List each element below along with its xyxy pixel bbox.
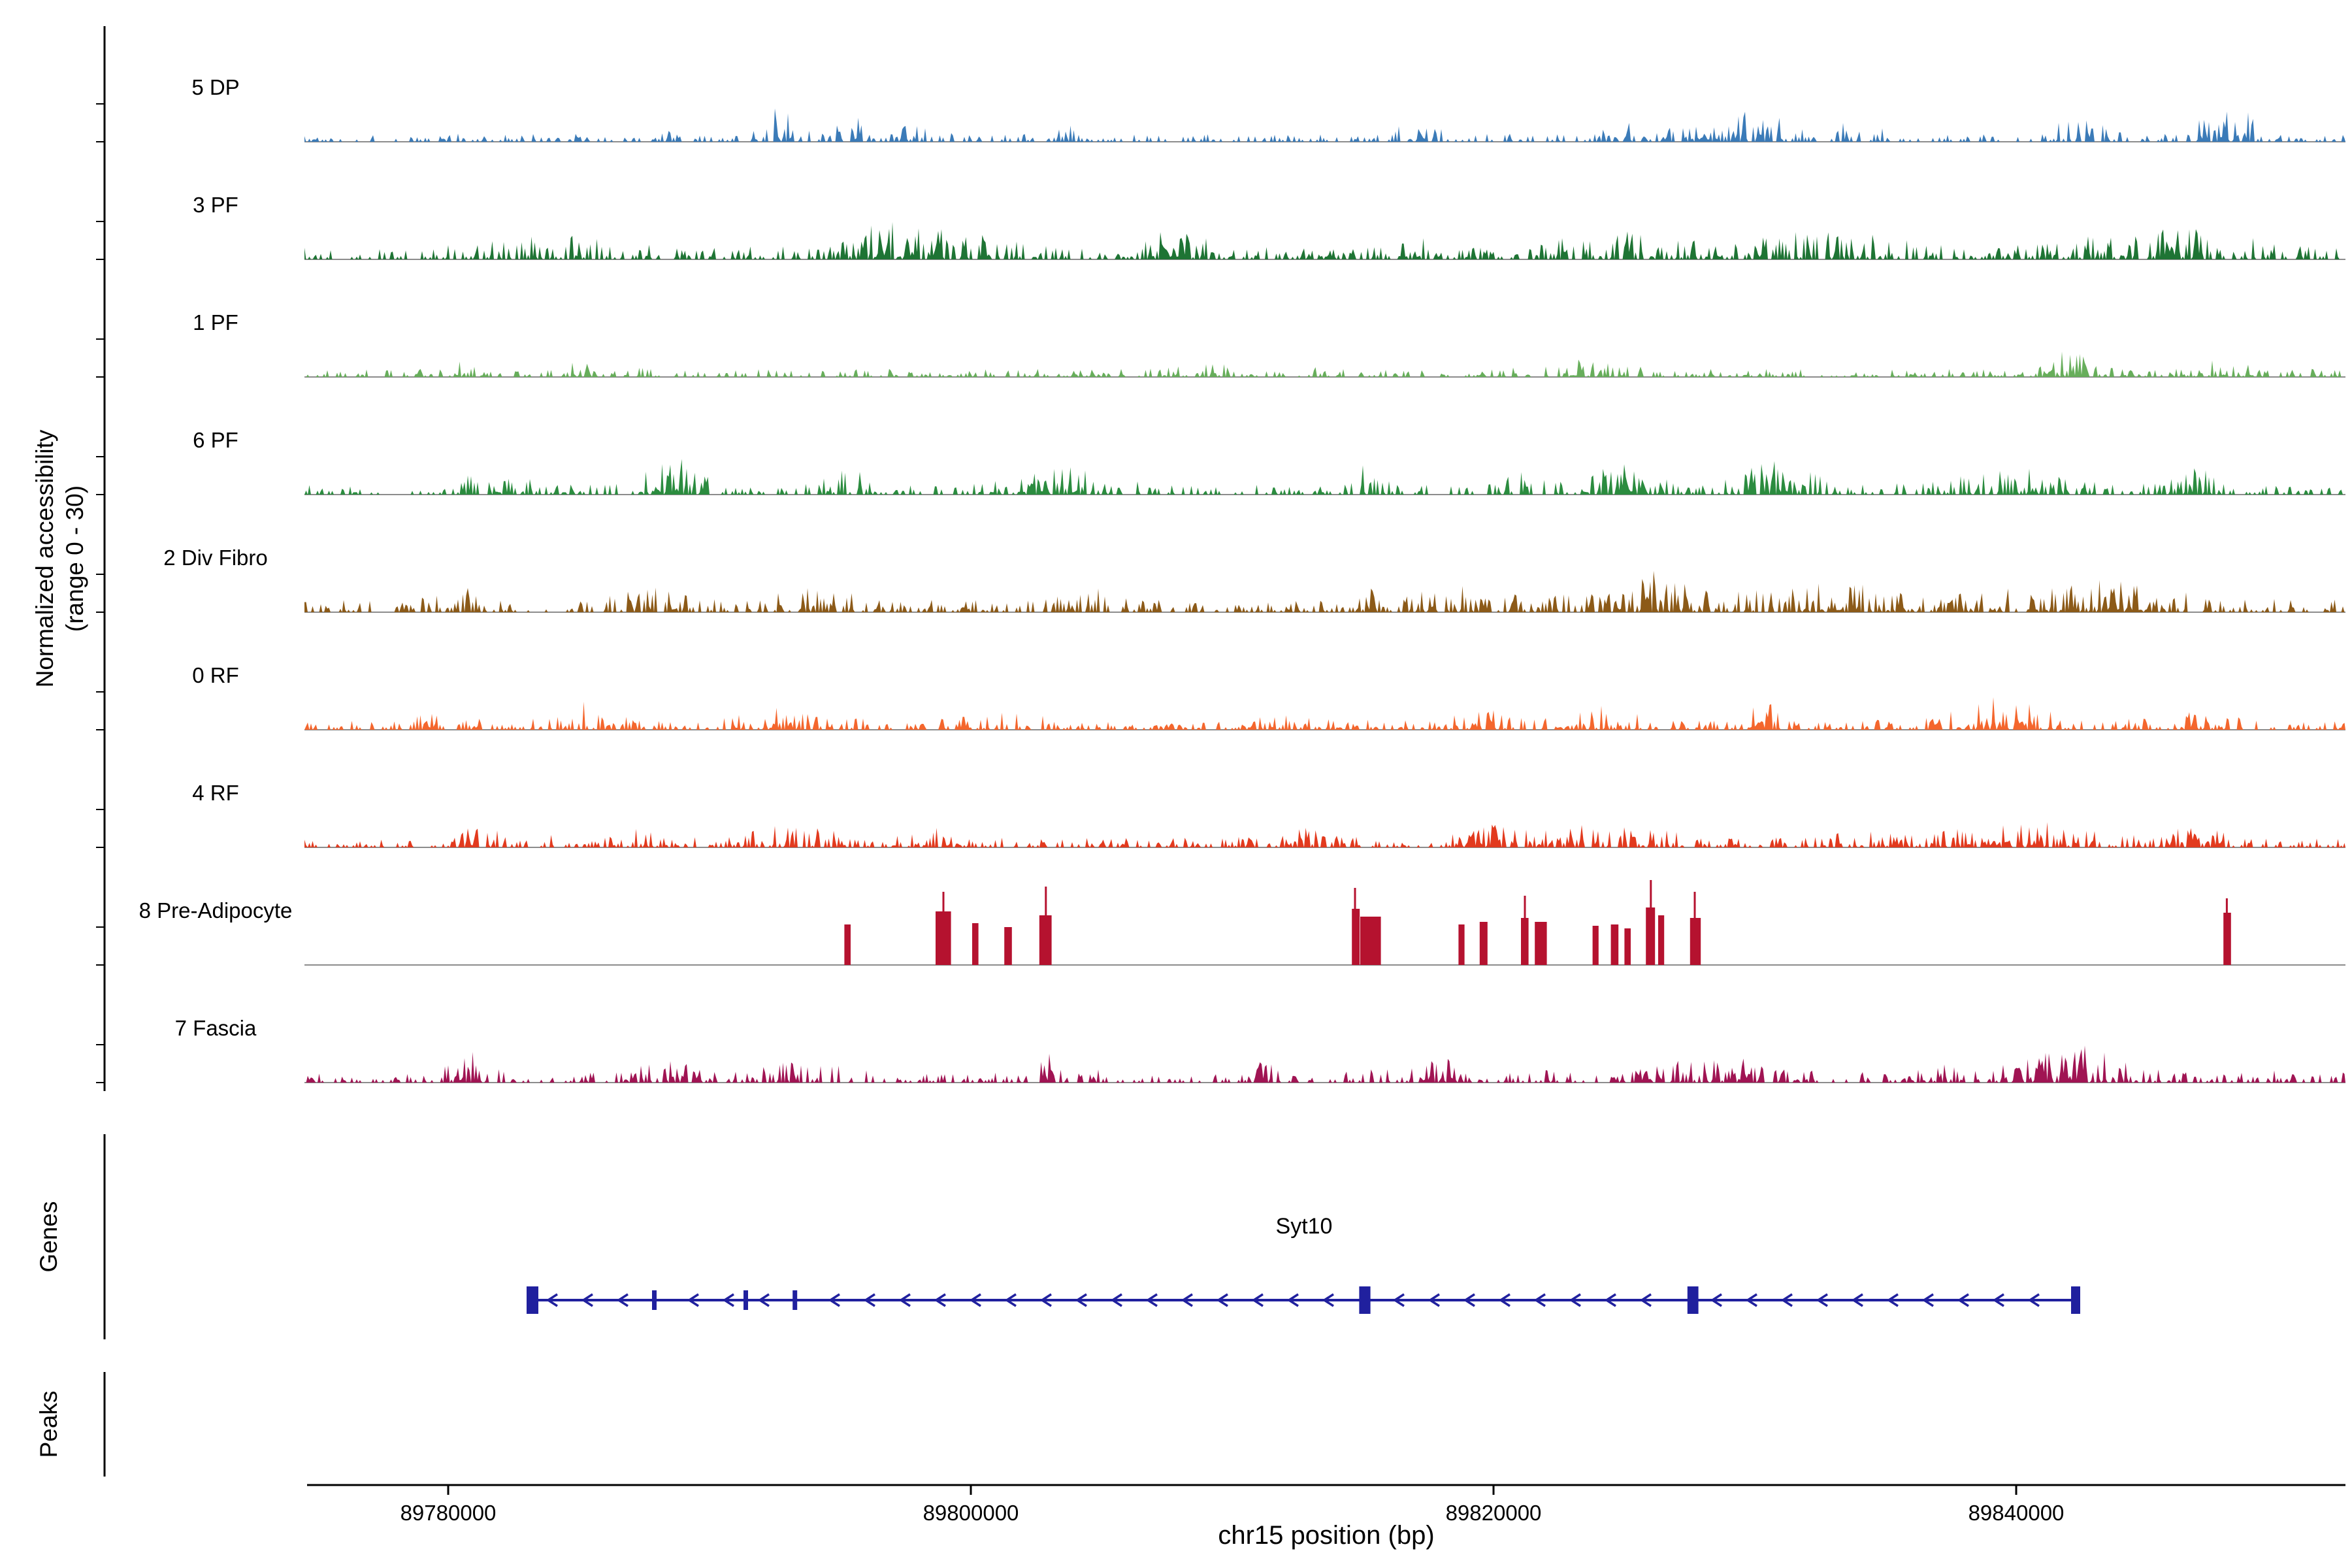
track-label-8-pre-adipocyte: 8 Pre-Adipocyte: [139, 898, 293, 923]
gene-strand-arrow: [934, 1293, 946, 1307]
x-tick-label: 89820000: [1445, 1501, 1542, 1525]
signal-track-1: [304, 221, 2345, 259]
track-label-4-rf: 4 RF: [192, 781, 239, 805]
track-label-2-div-fibro: 2 Div Fibro: [163, 546, 268, 570]
gene-exon: [1687, 1286, 1699, 1314]
gene-strand-arrow: [2027, 1293, 2040, 1307]
gene-exon: [792, 1290, 798, 1310]
peak-block: [1004, 927, 1012, 965]
gene-strand-arrow: [581, 1293, 593, 1307]
track-label-3-pf: 3 PF: [193, 193, 238, 217]
gene-strand-arrow: [1428, 1293, 1440, 1307]
gene-strand-arrow: [1639, 1293, 1652, 1307]
genes-section-label: Genes: [35, 1201, 62, 1273]
track-label-0-rf: 0 RF: [192, 663, 239, 687]
gene-strand-arrow: [1710, 1293, 1722, 1307]
gene-strand-arrow: [1780, 1293, 1793, 1307]
gene-strand-arrow: [1992, 1293, 2004, 1307]
gene-strand-arrow: [1075, 1293, 1087, 1307]
gene-strand-arrow: [1604, 1293, 1616, 1307]
gene-strand-arrow: [616, 1293, 629, 1307]
peaks-section-label: Peaks: [35, 1390, 62, 1458]
gene-strand-arrow: [1569, 1293, 1581, 1307]
peak-block: [972, 923, 979, 965]
gene-strand-arrow: [757, 1293, 770, 1307]
gene-strand-arrow: [1004, 1293, 1017, 1307]
signal-track-0: [304, 108, 2345, 142]
y-axis-label-line1: Normalized accessibility: [31, 429, 58, 688]
gene-strand-arrow: [1463, 1293, 1475, 1307]
gene-exon: [1359, 1286, 1371, 1314]
gene-strand-arrow: [969, 1293, 981, 1307]
peak-block: [1458, 924, 1465, 965]
signal-track-8: [304, 1045, 2345, 1083]
gene-strand-arrow: [1886, 1293, 1899, 1307]
gene-strand-arrow: [722, 1293, 734, 1307]
gene-strand-arrow: [1851, 1293, 1863, 1307]
gene-strand-arrow: [1322, 1293, 1334, 1307]
gene-strand-arrow: [546, 1293, 558, 1307]
signal-track-3: [304, 459, 2345, 495]
gene-strand-arrow: [1745, 1293, 1757, 1307]
y-axis-label: Normalized accessibility (range 0 - 30): [30, 430, 91, 688]
gene-strand-arrow: [828, 1293, 840, 1307]
gene-exon: [2071, 1286, 2080, 1314]
peak-block: [1535, 922, 1547, 965]
gene-strand-arrow: [1533, 1293, 1546, 1307]
gene-strand-arrow: [1145, 1293, 1158, 1307]
peak-block: [1610, 924, 1619, 965]
gene-strand-arrow: [863, 1293, 875, 1307]
peak-block: [1592, 926, 1599, 965]
x-tick-label: 89800000: [923, 1501, 1019, 1525]
gene-strand-arrow: [1110, 1293, 1122, 1307]
gene-exon: [743, 1290, 748, 1310]
signal-track-6: [304, 822, 2345, 847]
x-axis-title: chr15 position (bp): [1218, 1521, 1435, 1550]
gene-strand-arrow: [1816, 1293, 1828, 1307]
track-label-6-pf: 6 PF: [193, 428, 238, 452]
peak-block: [1360, 917, 1381, 965]
peak-block: [1658, 915, 1665, 965]
gene-strand-arrow: [1957, 1293, 1969, 1307]
gene-strand-arrow: [1286, 1293, 1299, 1307]
track-label-7-fascia: 7 Fascia: [174, 1016, 257, 1040]
gene-strand-arrow: [898, 1293, 911, 1307]
track-label-1-pf: 1 PF: [193, 310, 238, 335]
peak-block: [1479, 922, 1488, 965]
gene-name-label: Syt10: [1275, 1214, 1333, 1239]
x-tick-label: 89780000: [400, 1501, 497, 1525]
gene-exon: [527, 1286, 538, 1314]
gene-strand-arrow: [1039, 1293, 1052, 1307]
track-label-5-dp: 5 DP: [191, 75, 240, 99]
gene-strand-arrow: [1181, 1293, 1193, 1307]
gene-strand-arrow: [1921, 1293, 1934, 1307]
gene-strand-arrow: [1498, 1293, 1511, 1307]
y-axis-label-line2: (range 0 - 30): [61, 485, 88, 632]
gene-strand-arrow: [1392, 1293, 1405, 1307]
signal-track-2: [304, 351, 2345, 377]
gene-strand-arrow: [1216, 1293, 1228, 1307]
signal-track-4: [304, 570, 2345, 612]
signal-track-5: [304, 697, 2345, 730]
gene-strand-arrow: [687, 1293, 699, 1307]
gene-exon: [652, 1290, 657, 1310]
x-tick-label: 89840000: [1968, 1501, 2065, 1525]
gene-strand-arrow: [1251, 1293, 1264, 1307]
peak-block: [1624, 928, 1631, 965]
peak-block: [844, 924, 851, 965]
